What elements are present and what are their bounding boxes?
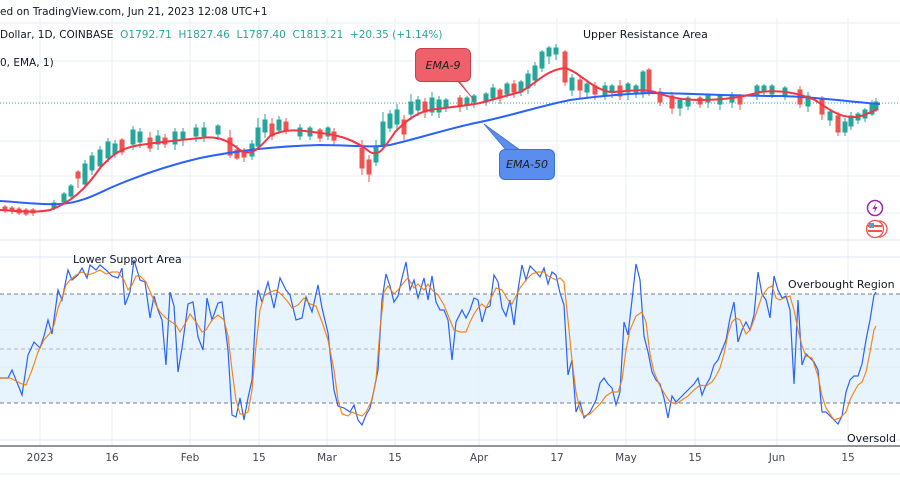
stoch-levels [0, 293, 900, 404]
stoch-d-line [0, 269, 877, 421]
overbought-label: Overbought Region [788, 278, 895, 291]
x-tick: 16 [105, 452, 119, 464]
us-flag-icon[interactable] [864, 219, 890, 239]
symbol-name: Dollar, 1D, COINBASE [0, 29, 114, 41]
ema9-callout: EMA-9 [415, 48, 471, 82]
ohlc-low: L1787.40 [236, 29, 286, 41]
x-tick: 15 [688, 452, 702, 464]
ohlc-change: +20.35 (+1.14%) [349, 29, 443, 41]
ema9-callout-text: EMA-9 [425, 58, 461, 72]
x-tick: Jun [768, 452, 786, 464]
symbol-legend: Dollar, 1D, COINBASE O1792.71 H1827.46 L… [0, 29, 443, 41]
stoch-k-line [0, 259, 877, 427]
x-tick: Apr [469, 452, 489, 464]
lower-support-label: Lower Support Area [73, 253, 182, 266]
x-tick: 15 [388, 452, 402, 464]
ema50-callout-text: EMA-50 [506, 158, 548, 171]
ohlc-close: C1813.21 [292, 29, 344, 41]
x-tick: 15 [252, 452, 266, 464]
lightning-icon[interactable] [866, 199, 884, 217]
indicator-legend[interactable]: 0, EMA, 1) [0, 57, 54, 69]
x-tick: May [615, 452, 637, 464]
ema50-callout-pointer [483, 123, 522, 151]
x-tick: 15 [841, 452, 855, 464]
x-tick: 2023 [26, 452, 54, 464]
oversold-label: Oversold R [847, 432, 900, 445]
ohlc-open: O1792.71 [120, 29, 172, 41]
x-tick: Mar [317, 452, 337, 464]
ohlc-high: H1827.46 [178, 29, 230, 41]
x-tick: 17 [550, 452, 564, 464]
ema9-line [0, 66, 879, 213]
upper-resistance-label: Upper Resistance Area [583, 28, 708, 41]
x-tick: Feb [180, 452, 200, 464]
published-caption: ed on TradingView.com, Jun 21, 2023 12:0… [0, 6, 268, 18]
candles [2, 44, 879, 216]
ema50-callout: EMA-50 [499, 149, 555, 180]
ema50-line [0, 91, 881, 206]
